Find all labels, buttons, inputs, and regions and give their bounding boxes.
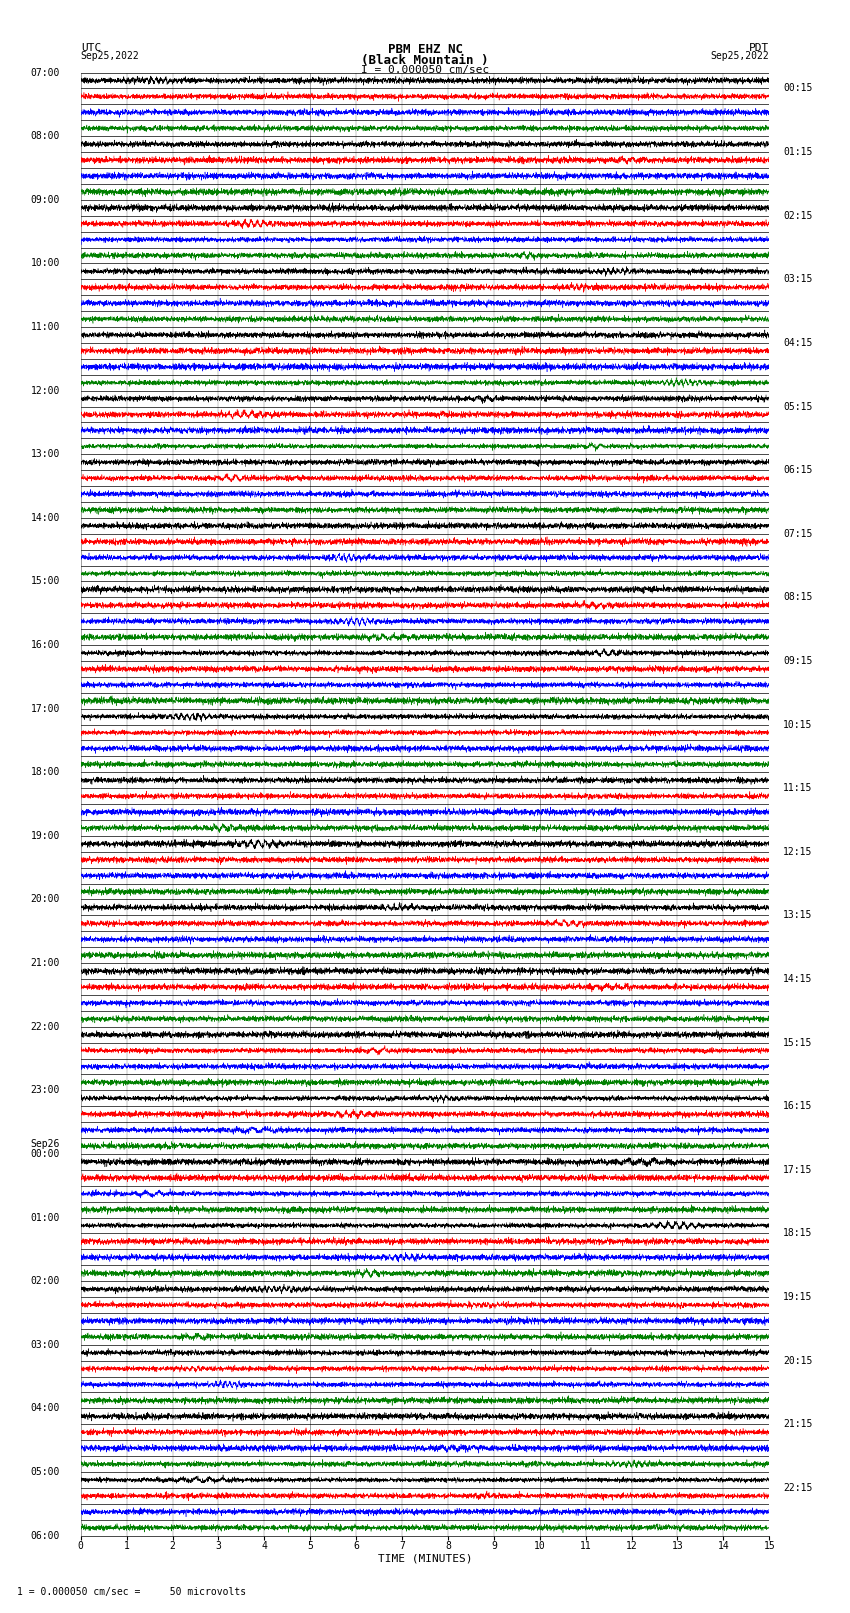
Text: 03:00: 03:00: [31, 1340, 60, 1350]
Text: 10:00: 10:00: [31, 258, 60, 268]
X-axis label: TIME (MINUTES): TIME (MINUTES): [377, 1553, 473, 1565]
Text: PDT: PDT: [749, 44, 769, 53]
Text: 13:00: 13:00: [31, 450, 60, 460]
Text: 12:15: 12:15: [783, 847, 813, 857]
Text: 1 = 0.000050 cm/sec =     50 microvolts: 1 = 0.000050 cm/sec = 50 microvolts: [17, 1587, 246, 1597]
Text: 04:00: 04:00: [31, 1403, 60, 1413]
Text: 17:15: 17:15: [783, 1165, 813, 1174]
Text: 05:15: 05:15: [783, 402, 813, 411]
Text: 22:15: 22:15: [783, 1482, 813, 1494]
Text: 09:00: 09:00: [31, 195, 60, 205]
Text: 04:15: 04:15: [783, 337, 813, 348]
Text: 15:15: 15:15: [783, 1037, 813, 1047]
Text: 19:15: 19:15: [783, 1292, 813, 1302]
Text: 22:00: 22:00: [31, 1021, 60, 1032]
Text: 07:15: 07:15: [783, 529, 813, 539]
Text: 01:15: 01:15: [783, 147, 813, 156]
Text: 13:15: 13:15: [783, 910, 813, 921]
Text: 18:15: 18:15: [783, 1229, 813, 1239]
Text: 19:00: 19:00: [31, 831, 60, 840]
Text: 14:00: 14:00: [31, 513, 60, 523]
Text: 08:00: 08:00: [31, 131, 60, 142]
Text: 02:15: 02:15: [783, 211, 813, 221]
Text: UTC: UTC: [81, 44, 101, 53]
Text: I = 0.000050 cm/sec: I = 0.000050 cm/sec: [361, 65, 489, 74]
Text: 11:15: 11:15: [783, 784, 813, 794]
Text: 12:00: 12:00: [31, 386, 60, 395]
Text: 20:00: 20:00: [31, 895, 60, 905]
Text: 17:00: 17:00: [31, 703, 60, 713]
Text: PBM EHZ NC: PBM EHZ NC: [388, 44, 462, 56]
Text: 23:00: 23:00: [31, 1086, 60, 1095]
Text: 18:00: 18:00: [31, 768, 60, 777]
Text: 03:15: 03:15: [783, 274, 813, 284]
Text: 00:00: 00:00: [31, 1148, 60, 1158]
Text: 15:00: 15:00: [31, 576, 60, 587]
Text: Sep26: Sep26: [31, 1139, 60, 1150]
Text: 21:15: 21:15: [783, 1419, 813, 1429]
Text: 06:15: 06:15: [783, 465, 813, 476]
Text: 00:15: 00:15: [783, 84, 813, 94]
Text: (Black Mountain ): (Black Mountain ): [361, 53, 489, 68]
Text: 20:15: 20:15: [783, 1355, 813, 1366]
Text: 07:00: 07:00: [31, 68, 60, 77]
Text: 09:15: 09:15: [783, 656, 813, 666]
Text: 05:00: 05:00: [31, 1466, 60, 1478]
Text: 02:00: 02:00: [31, 1276, 60, 1286]
Text: Sep25,2022: Sep25,2022: [711, 50, 769, 61]
Text: 14:15: 14:15: [783, 974, 813, 984]
Text: 21:00: 21:00: [31, 958, 60, 968]
Text: 08:15: 08:15: [783, 592, 813, 602]
Text: Sep25,2022: Sep25,2022: [81, 50, 139, 61]
Text: 10:15: 10:15: [783, 719, 813, 729]
Text: 16:15: 16:15: [783, 1102, 813, 1111]
Text: 01:00: 01:00: [31, 1213, 60, 1223]
Text: 16:00: 16:00: [31, 640, 60, 650]
Text: 06:00: 06:00: [31, 1531, 60, 1540]
Text: 11:00: 11:00: [31, 323, 60, 332]
